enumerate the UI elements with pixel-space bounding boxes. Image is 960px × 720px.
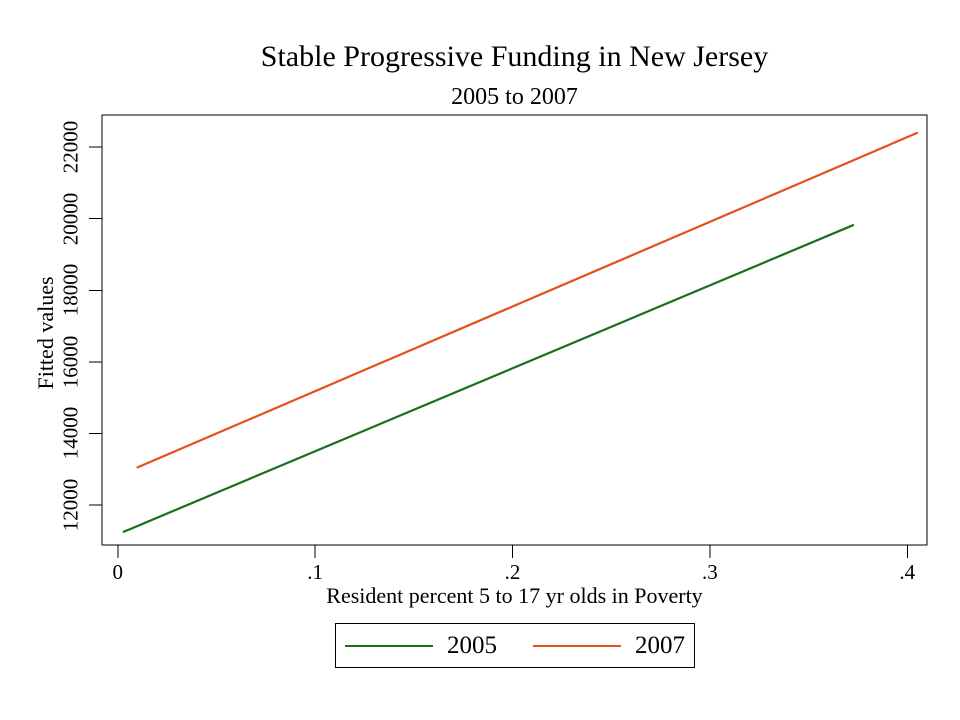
y-tick-label: 20000 [58, 192, 83, 245]
y-tick-label: 12000 [58, 478, 83, 532]
chart-subtitle: 2005 to 2007 [451, 84, 578, 110]
y-tick-label: 22000 [58, 120, 83, 174]
legend-label: 2007 [635, 632, 685, 659]
series-line-2005 [122, 224, 855, 533]
x-tick-label: .1 [307, 560, 324, 584]
x-tick-label: .3 [702, 560, 718, 584]
legend-item-2007: 2007 [533, 633, 685, 658]
y-tick-label: 14000 [58, 407, 83, 460]
x-tick-label: .2 [504, 560, 521, 584]
x-tick-label: 0 [112, 560, 124, 584]
x-tick-label: .4 [899, 560, 916, 584]
legend: 2005 2007 [335, 623, 695, 668]
series-line-2007 [136, 131, 919, 469]
y-tick-label: 16000 [58, 335, 83, 389]
legend-label: 2005 [447, 632, 497, 659]
legend-line-swatch-2007 [533, 644, 621, 647]
plot-box [101, 114, 928, 546]
legend-item-2005: 2005 [345, 633, 497, 658]
x-axis-title: Resident percent 5 to 17 yr olds in Pove… [326, 583, 703, 608]
chart-title: Stable Progressive Funding in New Jersey [260, 40, 769, 73]
y-tick-label: 18000 [58, 264, 83, 317]
y-axis-title: Fitted values [33, 276, 58, 390]
legend-line-swatch-2005 [345, 644, 433, 647]
